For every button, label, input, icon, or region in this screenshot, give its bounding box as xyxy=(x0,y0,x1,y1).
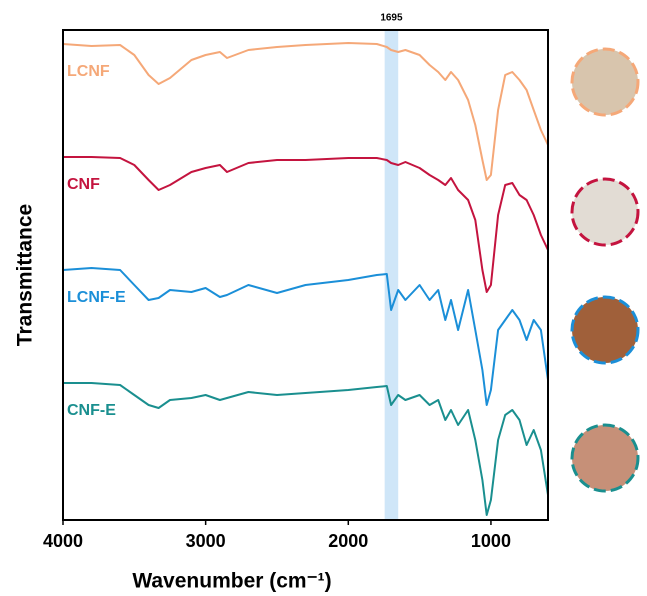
sample-photos xyxy=(570,47,640,493)
x-axis-label: Wavenumber (cm⁻¹) xyxy=(132,570,331,593)
series-label: LCNF xyxy=(67,63,110,80)
x-tick-label: 4000 xyxy=(43,531,83,551)
x-tick-label: 2000 xyxy=(328,531,368,551)
sample-photo xyxy=(570,47,640,117)
series-label: LCNF-E xyxy=(67,289,126,306)
plot-frame xyxy=(62,29,549,521)
highlight-label: 1695 xyxy=(380,13,403,24)
spectrum-line xyxy=(63,382,549,516)
sample-photo xyxy=(570,295,640,365)
spectrum-line xyxy=(62,42,549,181)
sample-photo xyxy=(570,423,640,493)
x-tick-label: 3000 xyxy=(186,531,226,551)
highlight-band xyxy=(384,30,399,520)
sample-photo xyxy=(570,177,640,247)
series-label: CNF-E xyxy=(67,402,116,419)
series-label: CNF xyxy=(67,176,100,193)
x-tick-label: 1000 xyxy=(471,531,511,551)
y-axis-label: Transmittance xyxy=(14,204,37,346)
spectrum-line xyxy=(63,156,549,293)
spectrum-line xyxy=(62,267,549,406)
